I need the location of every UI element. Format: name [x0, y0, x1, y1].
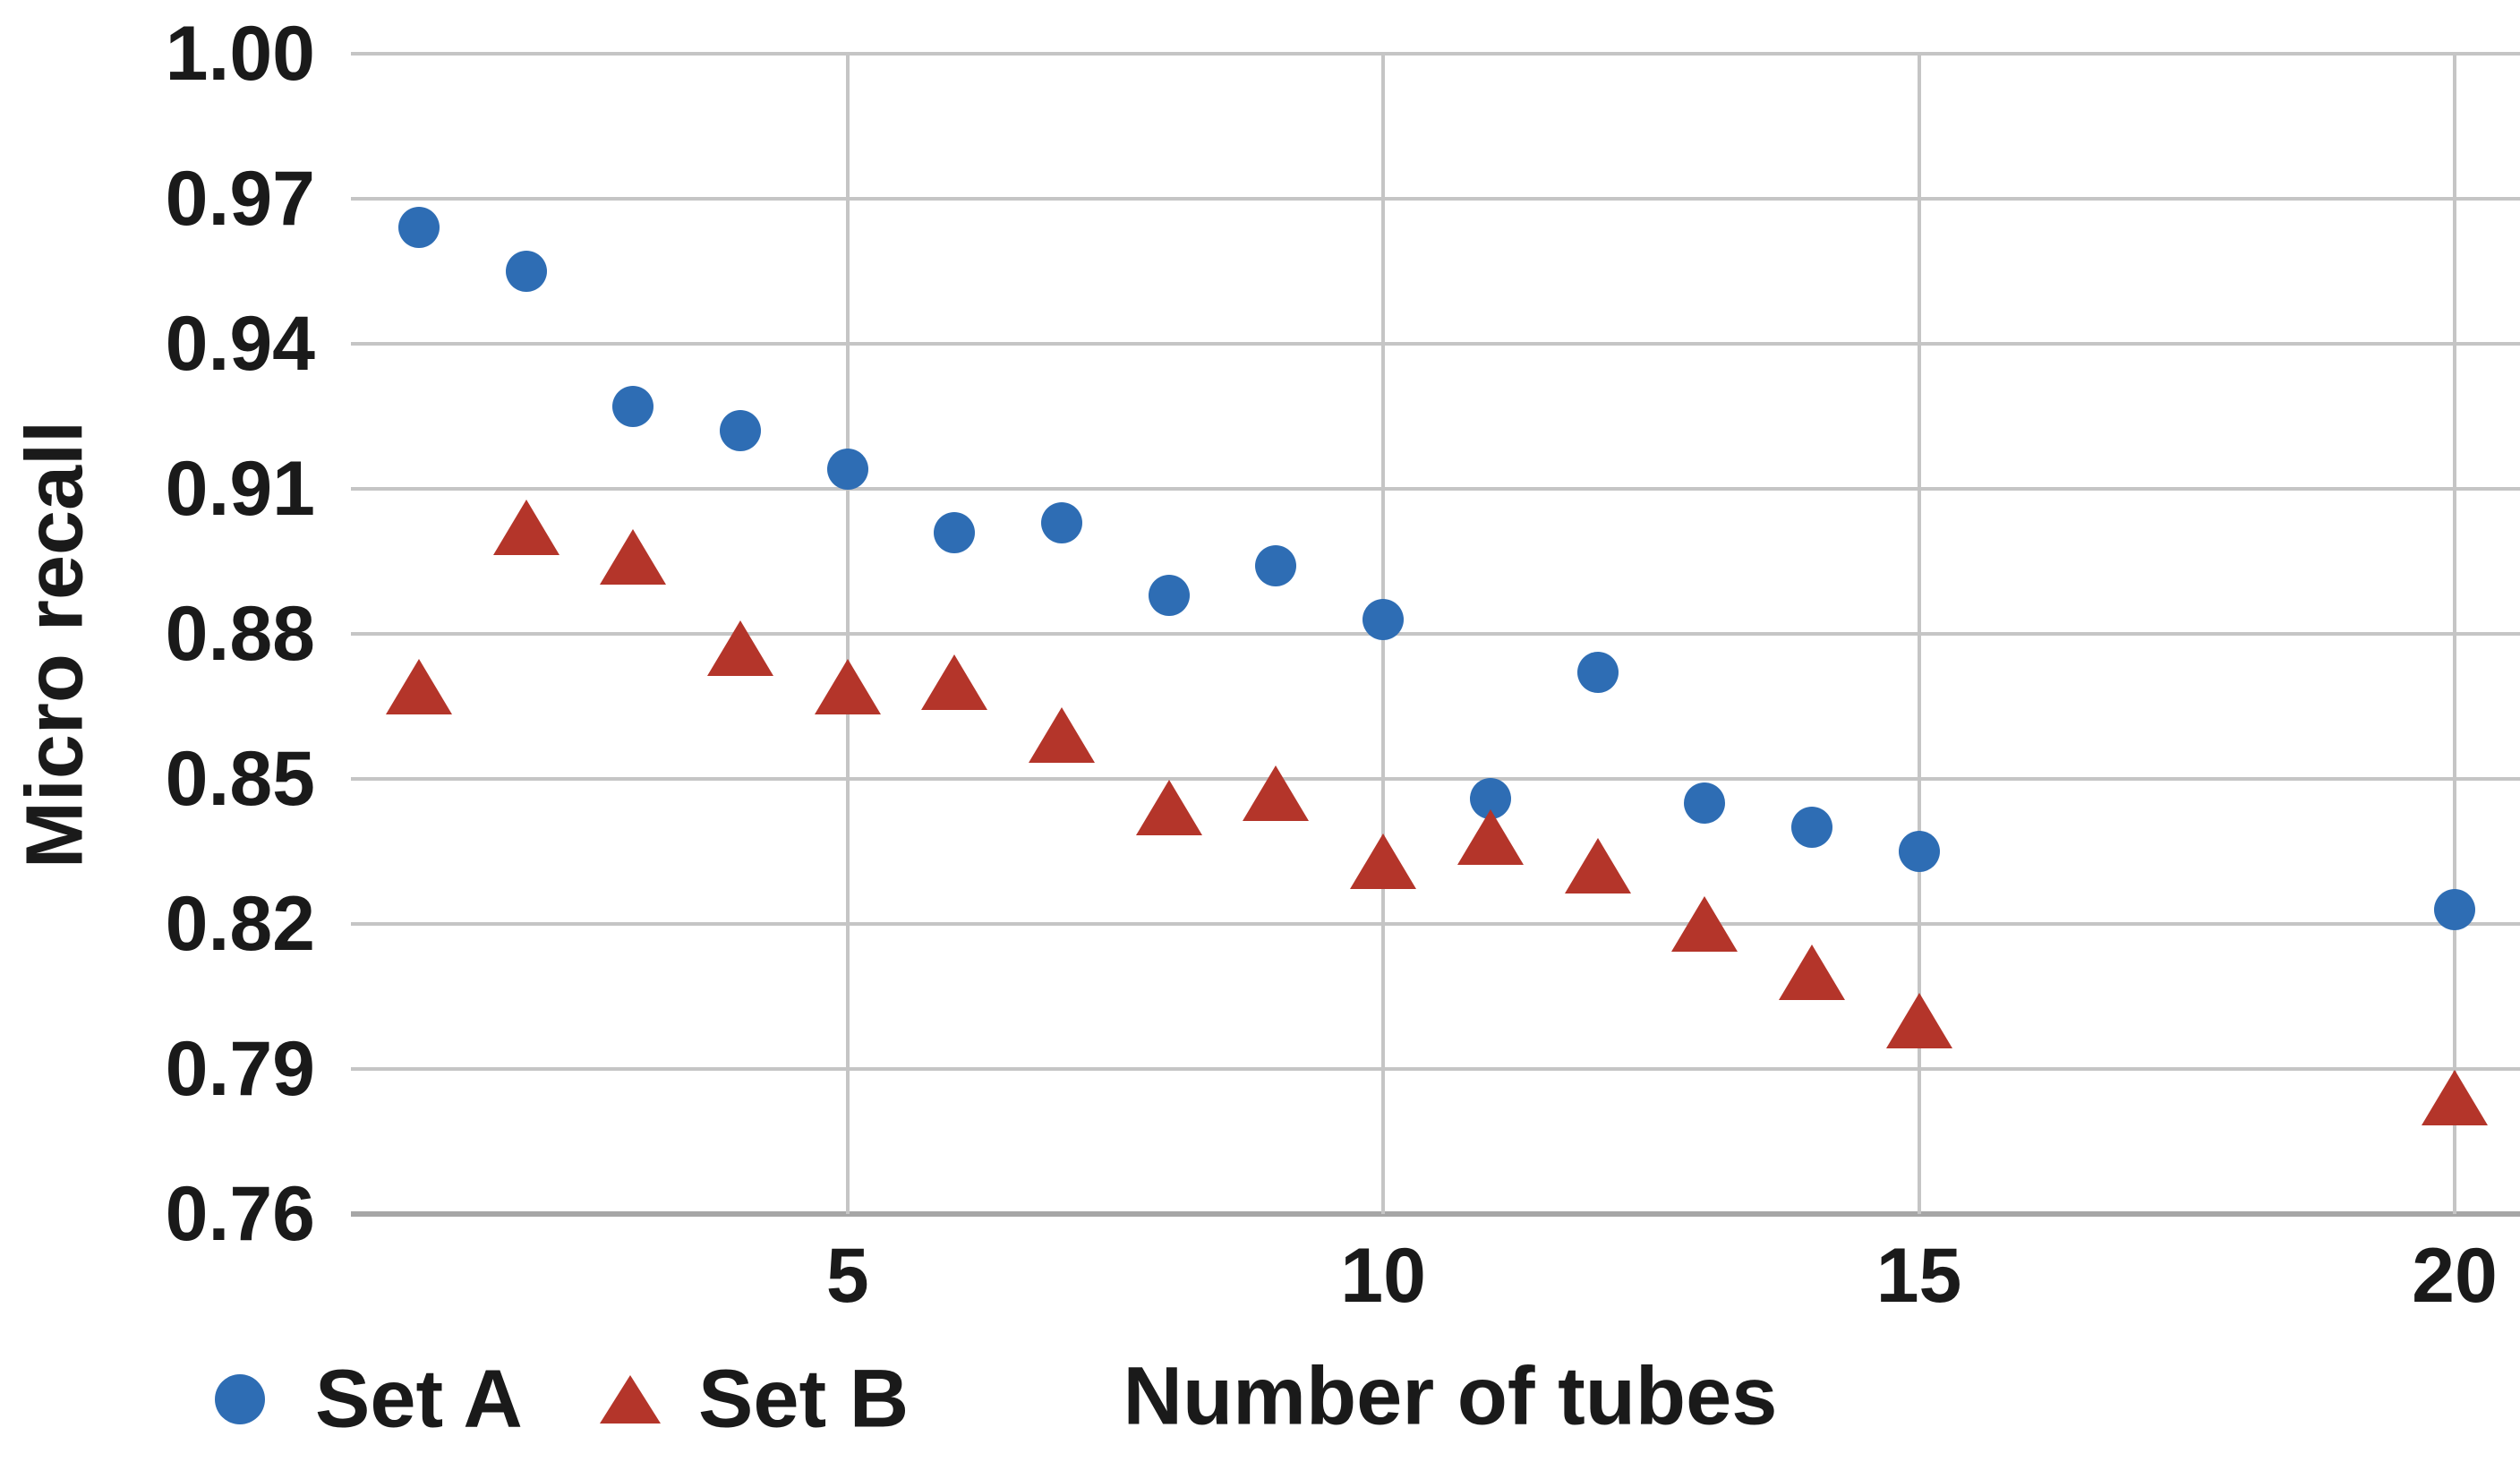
- x-axis-title: Number of tubes: [1123, 1350, 1778, 1442]
- y-tick-label: 1.00: [165, 11, 315, 97]
- x-tick-label: 20: [2412, 1233, 2498, 1319]
- data-point-set-a: [1684, 782, 1726, 824]
- data-point-set-b: [1671, 896, 1738, 952]
- y-tick-label: 0.85: [165, 736, 315, 822]
- h-gridline: [351, 632, 2520, 636]
- data-point-set-a: [1790, 807, 1832, 848]
- y-tick-label: 0.82: [165, 881, 315, 967]
- x-axis-line: [351, 1211, 2520, 1217]
- data-point-set-b: [2421, 1070, 2488, 1126]
- y-tick-label: 0.94: [165, 301, 315, 387]
- data-point-set-a: [397, 207, 440, 249]
- h-gridline: [351, 777, 2520, 781]
- y-tick-label: 0.76: [165, 1171, 315, 1257]
- h-gridline: [351, 342, 2520, 346]
- x-tick-label: 15: [1875, 1233, 1962, 1319]
- data-point-set-a: [1898, 831, 1940, 872]
- h-gridline: [351, 922, 2520, 926]
- data-point-set-b: [492, 500, 560, 556]
- data-point-set-b: [385, 659, 452, 715]
- data-point-set-a: [1576, 652, 1619, 694]
- data-point-set-a: [934, 511, 976, 553]
- v-gridline: [2452, 54, 2456, 1214]
- y-tick-label: 0.91: [165, 446, 315, 532]
- h-gridline: [351, 52, 2520, 56]
- h-gridline: [351, 1067, 2520, 1071]
- data-point-set-a: [612, 386, 654, 428]
- data-point-set-b: [1350, 833, 1417, 889]
- data-point-set-a: [2433, 888, 2475, 930]
- data-point-set-a: [1148, 574, 1190, 616]
- data-point-set-b: [1029, 707, 1096, 764]
- y-tick-label: 0.97: [165, 156, 315, 242]
- data-point-set-a: [826, 449, 868, 491]
- data-point-set-b: [1243, 765, 1310, 822]
- v-gridline: [845, 54, 850, 1214]
- v-gridline: [1917, 54, 1921, 1214]
- data-point-set-b: [707, 620, 774, 677]
- data-point-set-b: [921, 654, 988, 710]
- data-point-set-b: [1885, 993, 1952, 1048]
- y-axis-title: Micro recall: [10, 420, 100, 869]
- data-point-set-b: [1564, 838, 1631, 894]
- data-point-set-a: [505, 251, 547, 292]
- data-point-set-b: [1778, 945, 1845, 1000]
- y-tick-label: 0.79: [165, 1026, 315, 1112]
- data-point-set-b: [1456, 808, 1524, 865]
- data-point-set-a: [1363, 598, 1405, 640]
- data-point-set-b: [600, 528, 667, 585]
- data-point-set-a: [720, 410, 762, 452]
- y-tick-label: 0.88: [165, 591, 315, 677]
- x-tick-label: 10: [1340, 1233, 1426, 1319]
- data-point-set-b: [1135, 780, 1202, 836]
- data-point-set-b: [814, 659, 881, 715]
- h-gridline: [351, 197, 2520, 201]
- data-point-set-a: [1255, 545, 1297, 587]
- data-point-set-a: [1041, 501, 1083, 543]
- x-tick-label: 5: [825, 1233, 869, 1319]
- h-gridline: [351, 487, 2520, 491]
